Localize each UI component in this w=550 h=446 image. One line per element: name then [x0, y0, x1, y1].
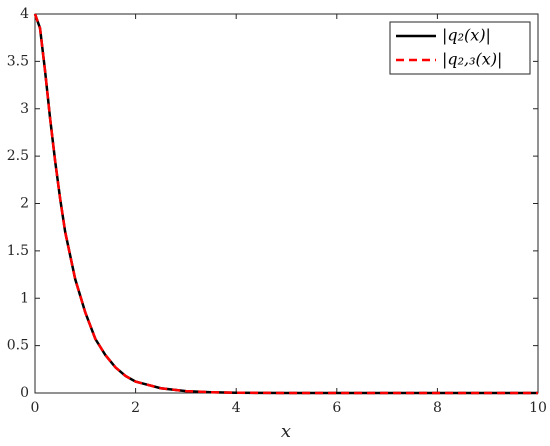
legend-box: [389, 21, 531, 75]
y-tick-label: 3.5: [7, 53, 29, 69]
x-tick-label: 8: [433, 400, 442, 416]
x-axis-label: x: [281, 421, 291, 442]
x-tick-label: 2: [131, 400, 140, 416]
x-tick-label: 10: [529, 400, 547, 416]
x-tick-label: 6: [332, 400, 341, 416]
y-tick-label: 0.5: [7, 338, 29, 354]
y-tick-label: 1: [20, 290, 29, 306]
y-tick-label: 3: [20, 101, 29, 117]
plot-box: [34, 13, 539, 394]
y-tick-label: 1.5: [7, 243, 29, 259]
y-tick-label: 4: [20, 6, 29, 22]
y-tick-label: 2: [20, 196, 29, 212]
y-tick-label: 2.5: [7, 148, 29, 164]
x-tick-label: 0: [31, 400, 40, 416]
line: [33, 13, 538, 395]
x-tick-label: 4: [232, 400, 241, 416]
legend-label: |q₂(x)|: [442, 26, 491, 45]
y-tick-label: 0: [20, 385, 29, 401]
legend-label: |q₂,₃(x)|: [442, 50, 502, 69]
